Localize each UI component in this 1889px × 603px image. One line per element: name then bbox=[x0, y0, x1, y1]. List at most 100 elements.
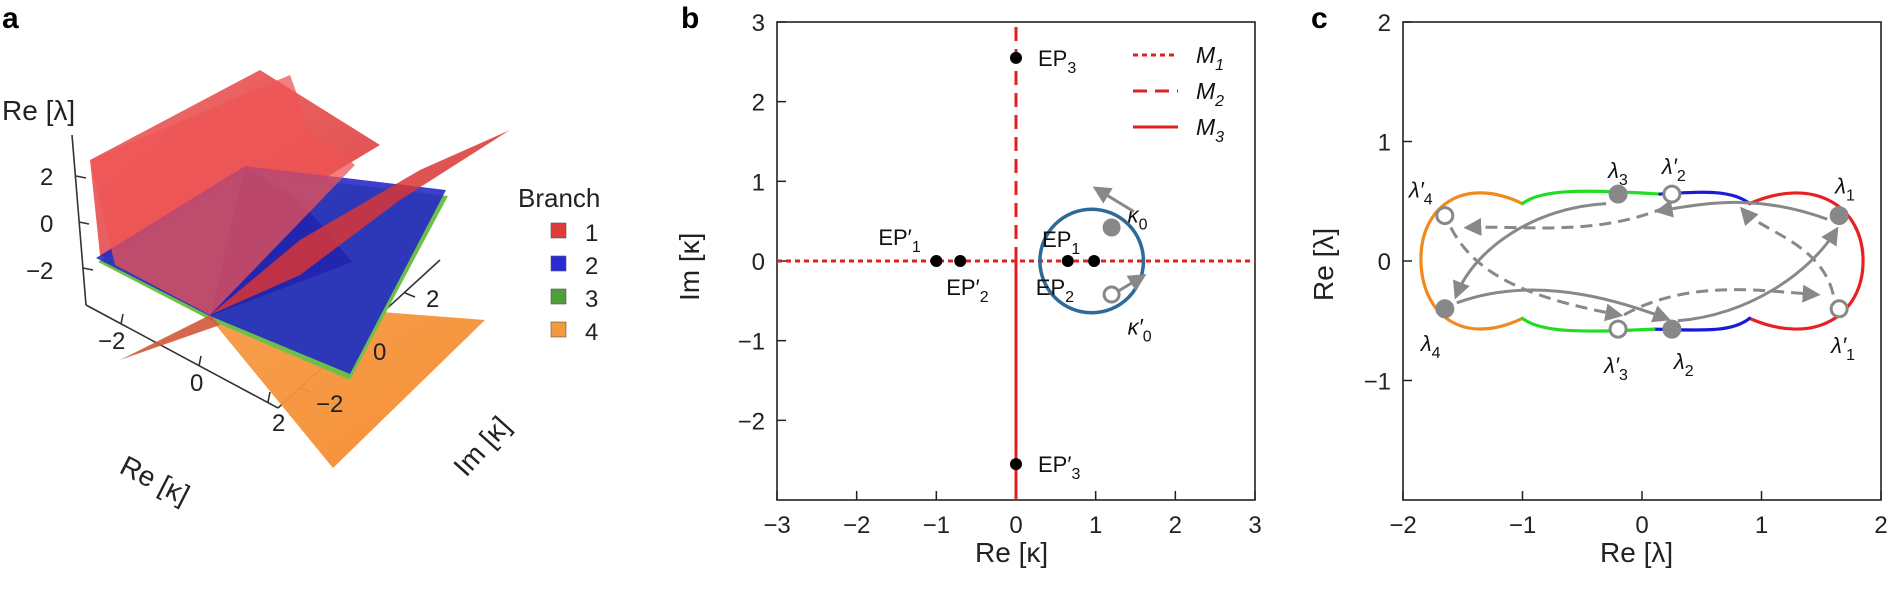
arrow-solid bbox=[1654, 199, 1828, 221]
kappa-label: κ′0 bbox=[1128, 314, 1152, 345]
panel-a-x-ticks bbox=[120, 313, 271, 403]
branch-1-wing-left bbox=[120, 315, 220, 360]
branch-legend-label: 1 bbox=[585, 220, 598, 247]
panel-a-y-tick-label: 0 bbox=[373, 339, 386, 366]
legend-label-m1-base: M bbox=[1196, 42, 1216, 68]
curve-green-top bbox=[1520, 189, 1662, 206]
ep-point bbox=[1061, 255, 1074, 267]
panel-a-letter: a bbox=[2, 2, 19, 35]
lambda-label-base: λ′ bbox=[1830, 333, 1847, 358]
panel-b-x-tick-label: 0 bbox=[1009, 512, 1022, 539]
panel-b-x-tick-label: 3 bbox=[1248, 512, 1261, 539]
kappa-label-sub: 0 bbox=[1143, 328, 1152, 345]
ep-label-sub: 2 bbox=[1065, 289, 1074, 306]
lambda-label-sub: 2 bbox=[1685, 363, 1694, 380]
branch-legend-swatch bbox=[550, 321, 567, 338]
ep-point bbox=[1088, 255, 1101, 267]
panel-b-y-tick-label: 3 bbox=[752, 10, 765, 37]
lambda-prime-point bbox=[1435, 206, 1455, 226]
lambda-label-sub: 2 bbox=[1677, 168, 1686, 185]
legend-label-m1: M1 bbox=[1196, 42, 1224, 74]
lambda-label-sub: 4 bbox=[1424, 192, 1433, 209]
ep-label: EP3 bbox=[1038, 46, 1076, 77]
panel-b-x-axis-label: Re [κ] bbox=[975, 537, 1048, 568]
lambda-label: λ′3 bbox=[1603, 353, 1628, 384]
legend-label-m2: M2 bbox=[1196, 78, 1224, 110]
lambda-point bbox=[1435, 299, 1455, 319]
panel-a-z-tick-label: 0 bbox=[40, 211, 53, 238]
lambda-point bbox=[1662, 319, 1682, 339]
lambda-label-sub: 4 bbox=[1432, 345, 1441, 362]
panel-c-letter: c bbox=[1311, 2, 1328, 35]
arrow-solid bbox=[1456, 288, 1671, 323]
panel-b-y-tick-label: −1 bbox=[738, 329, 765, 356]
kappa-label-base: κ′ bbox=[1128, 314, 1144, 339]
panel-a-x-axis-label: Re [κ] bbox=[115, 450, 194, 511]
lambda-label-base: λ′ bbox=[1603, 353, 1620, 378]
lambda-label-sub: 3 bbox=[1619, 172, 1628, 189]
lambda-prime-point bbox=[1608, 319, 1628, 339]
lambda-label: λ4 bbox=[1420, 331, 1441, 362]
ep-label-sub: 3 bbox=[1071, 466, 1080, 483]
lambda-label-sub: 1 bbox=[1846, 347, 1855, 364]
kappa-label-sub: 0 bbox=[1139, 217, 1148, 234]
panel-c-x-tick-label: −2 bbox=[1389, 512, 1416, 539]
ep-label-sub: 1 bbox=[1071, 241, 1080, 258]
curve-orange bbox=[1419, 191, 1525, 331]
branch-legend-swatch bbox=[550, 222, 567, 239]
panel-a-y-tick-label: 2 bbox=[426, 286, 439, 313]
kappa-arrow bbox=[1092, 186, 1135, 213]
branch-legend-swatch bbox=[550, 255, 567, 272]
panel-b-y-tick-label: 0 bbox=[752, 249, 765, 276]
panel-c-x-tick-label: −1 bbox=[1509, 512, 1536, 539]
lambda-label: λ′2 bbox=[1661, 154, 1686, 185]
panel-a-z-tick-label: 2 bbox=[40, 164, 53, 191]
lambda-label: λ′1 bbox=[1830, 333, 1855, 364]
lambda-prime-point bbox=[1829, 299, 1849, 319]
panel-c-x-axis-label: Re [λ] bbox=[1600, 537, 1673, 568]
legend-label-m2-base: M bbox=[1196, 78, 1216, 104]
panel-a-z-ticks bbox=[75, 175, 94, 271]
arrow-dashed bbox=[1623, 284, 1821, 317]
lambda-label-base: λ′ bbox=[1408, 178, 1425, 203]
lambda-label-base: λ bbox=[1420, 331, 1432, 356]
lambda-label-sub: 1 bbox=[1846, 188, 1855, 205]
lambda-label-base: λ bbox=[1607, 158, 1619, 183]
lambda-prime-point bbox=[1662, 184, 1682, 204]
ep-point bbox=[954, 255, 967, 267]
ep-point bbox=[1010, 51, 1022, 64]
curve-red bbox=[1747, 191, 1865, 331]
panel-a-z-tick-label: −2 bbox=[26, 258, 53, 285]
ep-label-base: EP bbox=[1042, 227, 1071, 252]
panel-a-x-tick-label: 0 bbox=[190, 370, 203, 397]
panel-b-x-tick-label: −1 bbox=[923, 512, 950, 539]
branch-legend-label: 3 bbox=[585, 286, 598, 313]
legend-label-m1-sub: 1 bbox=[1215, 57, 1224, 74]
ep-label: EP2 bbox=[1036, 275, 1074, 306]
panel-a-x-tick-label: 2 bbox=[272, 410, 285, 437]
ep-label: EP′3 bbox=[1038, 452, 1080, 483]
ep-label-base: EP bbox=[1038, 46, 1067, 71]
panel-c-y-tick-label: 0 bbox=[1378, 249, 1391, 276]
ep-label: EP1 bbox=[1042, 227, 1080, 258]
ep-label: EP′1 bbox=[878, 225, 920, 256]
panel-a-y-tick-label: −2 bbox=[316, 391, 343, 418]
arrow-dashed bbox=[1739, 206, 1835, 295]
arrow-dashed bbox=[1449, 226, 1624, 322]
curve-green-bottom bbox=[1520, 316, 1656, 333]
lambda-point bbox=[1608, 184, 1628, 204]
lambda-label-base: λ bbox=[1673, 349, 1685, 374]
branch-legend-label: 2 bbox=[585, 253, 598, 280]
lambda-label: λ3 bbox=[1607, 158, 1628, 189]
kappa0-marker bbox=[1102, 218, 1121, 237]
panel-c-y-tick-label: 1 bbox=[1378, 130, 1391, 157]
panel-c-y-tick-label: 2 bbox=[1378, 10, 1391, 37]
legend-label-m2-sub: 2 bbox=[1214, 93, 1224, 110]
panel-b-y-axis-label: Im [κ] bbox=[674, 233, 705, 301]
kappa-prime-arrow bbox=[1117, 274, 1147, 293]
panel-c-x-tick-label: 2 bbox=[1874, 512, 1887, 539]
ep-label-base: EP′ bbox=[1038, 452, 1071, 477]
branch-1-surface-front bbox=[210, 130, 510, 315]
panel-c-y-axis-label: Re [λ] bbox=[1308, 228, 1339, 301]
